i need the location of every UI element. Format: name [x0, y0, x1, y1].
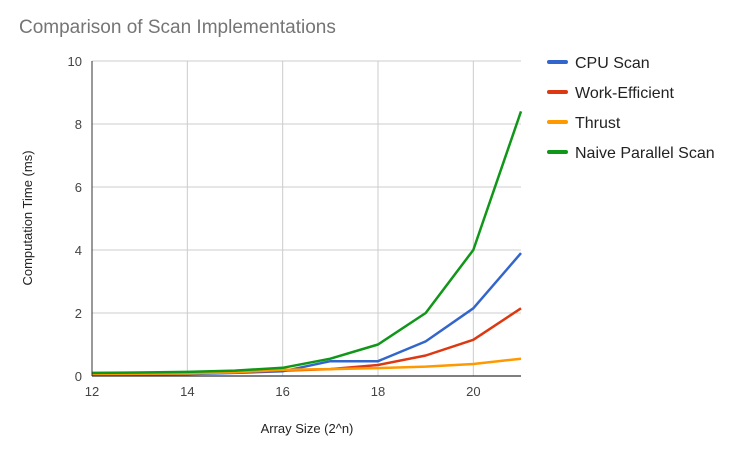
- x-tick-label: 14: [180, 384, 194, 399]
- series-line-3: [91, 357, 522, 376]
- y-tick-label: 10: [68, 54, 82, 69]
- legend-label: Naive Parallel Scan: [575, 145, 715, 162]
- axes: [91, 61, 521, 377]
- x-tick-label: 20: [466, 384, 480, 399]
- x-tick-label: 18: [371, 384, 385, 399]
- legend-label: Work-Efficient: [575, 85, 675, 102]
- gridlines: [92, 60, 521, 376]
- x-axis-label: Array Size (2^n): [261, 421, 354, 436]
- series-line-4: [91, 110, 523, 375]
- x-tick-labels: 12 14 16 18 20: [85, 384, 481, 399]
- legend: CPU Scan Work-Efficient Thrust Naive Parall…: [547, 55, 715, 162]
- legend-label: CPU Scan: [575, 55, 650, 72]
- legend-label: Thrust: [575, 115, 621, 132]
- x-tick-label: 12: [85, 384, 99, 399]
- y-tick-label: 2: [75, 306, 82, 321]
- y-axis-label: Computation Time (ms): [20, 150, 35, 285]
- x-tick-label: 16: [275, 384, 289, 399]
- y-tick-label: 0: [75, 369, 82, 384]
- y-tick-label: 8: [75, 117, 82, 132]
- y-tick-label: 4: [75, 243, 82, 258]
- y-tick-labels: 0 2 4 6 8 10: [68, 54, 82, 384]
- series-lines: [91, 110, 523, 376]
- y-tick-label: 6: [75, 180, 82, 195]
- chart-title: Comparison of Scan Implementations: [19, 17, 336, 38]
